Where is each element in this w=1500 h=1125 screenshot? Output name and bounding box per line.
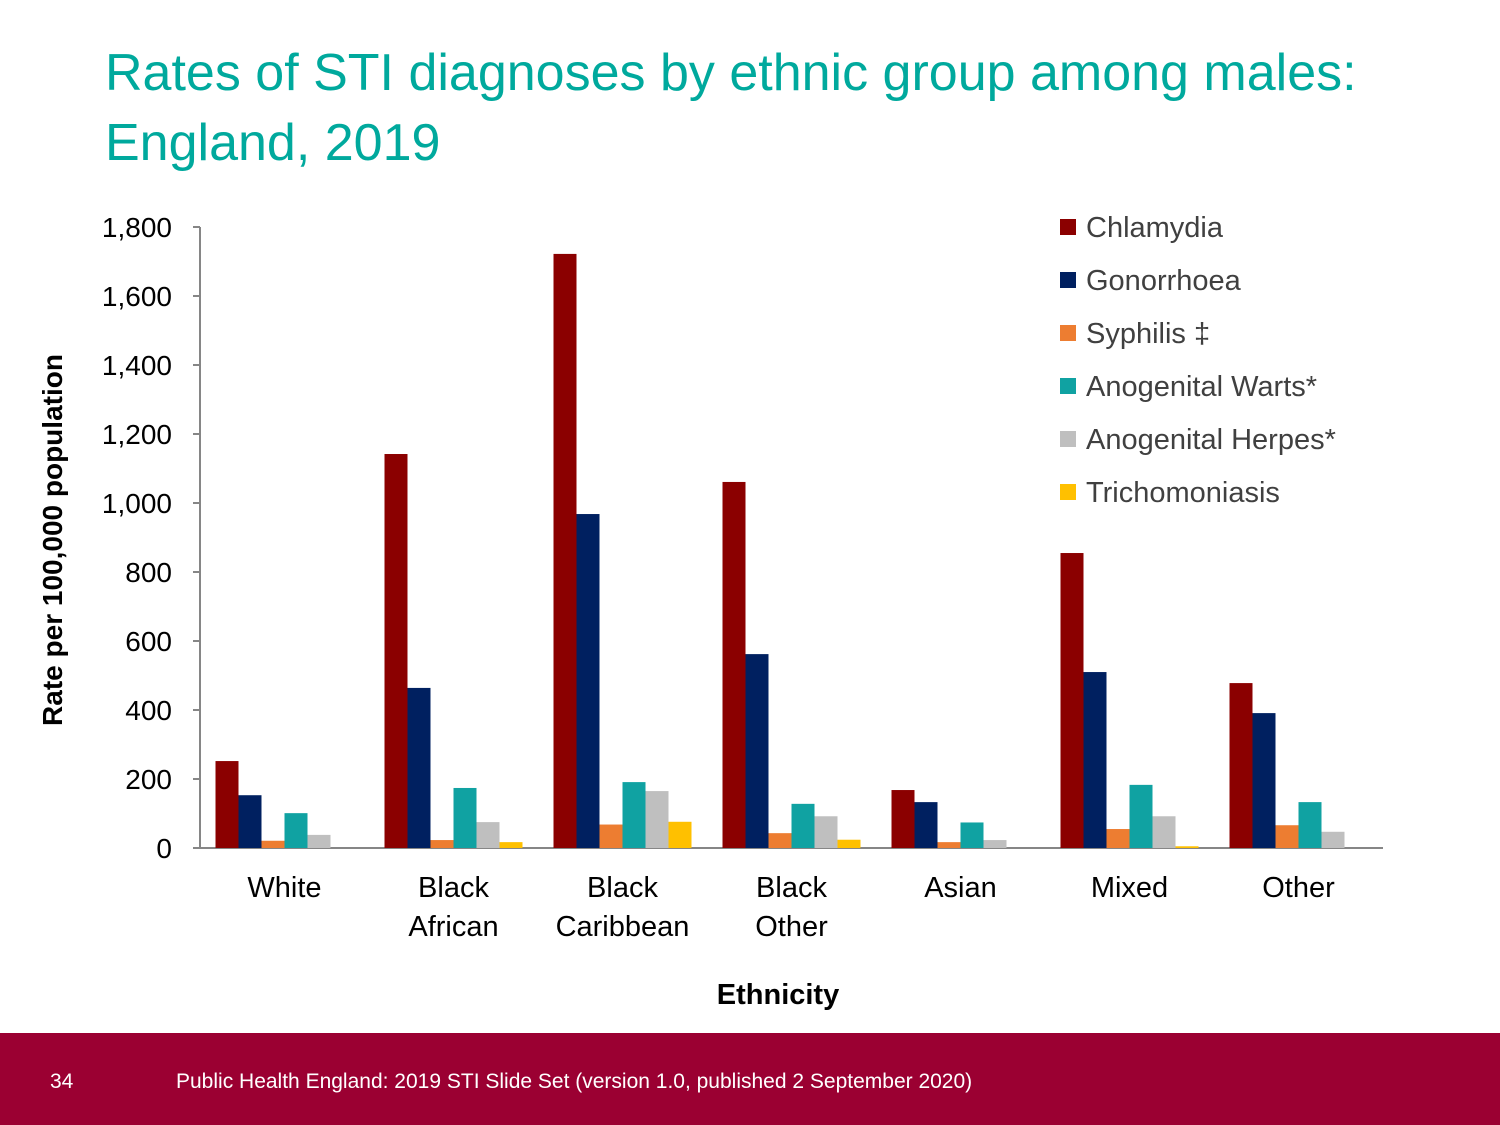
x-tick-label: African	[408, 911, 498, 943]
bar-syphilis-black-other	[768, 833, 792, 848]
bar-syphilis-other	[1275, 825, 1299, 848]
bar-gonorrhoea-black-other	[745, 654, 769, 848]
bar-anogenital-herpes-other	[1321, 831, 1345, 848]
bar-anogenital-herpes-mixed	[1152, 816, 1176, 848]
footer-bar: 34 Public Health England: 2019 STI Slide…	[0, 1033, 1500, 1125]
legend-swatch	[1060, 484, 1076, 500]
y-tick-label: 1,400	[102, 350, 172, 381]
bar-syphilis-white	[261, 840, 285, 848]
legend-label: Gonorrhoea	[1086, 265, 1242, 297]
bar-anogenital-warts-mixed	[1129, 784, 1153, 848]
bar-gonorrhoea-other	[1252, 713, 1276, 848]
bar-anogenital-herpes-black-african	[476, 822, 500, 848]
bar-trichomoniasis-black-other	[837, 839, 861, 848]
bar-anogenital-warts-black-caribbean	[622, 782, 646, 848]
bar-chart: 0 200 400 600 800 1,000 1,200 1,400 1,600 1,800 Wh…	[37, 212, 1383, 1011]
legend-label: Anogenital Warts*	[1086, 371, 1317, 403]
bar-chlamydia-black-caribbean	[553, 253, 577, 848]
bar-anogenital-warts-asian	[960, 822, 984, 848]
bar-anogenital-warts-white	[284, 813, 308, 848]
y-tick-label: 1,800	[102, 212, 172, 243]
bar-gonorrhoea-mixed	[1083, 672, 1107, 848]
bar-anogenital-warts-black-other	[791, 803, 815, 848]
bar-gonorrhoea-white	[238, 795, 262, 848]
y-tick-label: 0	[156, 833, 172, 864]
x-tick-label: Other	[1262, 872, 1335, 904]
legend-label: Syphilis ‡	[1086, 318, 1210, 350]
legend-swatch	[1060, 431, 1076, 447]
legend-swatch	[1060, 272, 1076, 288]
x-tick-label: Caribbean	[556, 911, 690, 943]
bar-syphilis-mixed	[1106, 829, 1130, 848]
bar-trichomoniasis-black-caribbean	[668, 821, 692, 848]
y-tick-label: 1,600	[102, 281, 172, 312]
bar-gonorrhoea-black-african	[407, 687, 431, 848]
bar-anogenital-warts-black-african	[453, 787, 477, 848]
y-tick-label: 1,000	[102, 488, 172, 519]
legend-label: Trichomoniasis	[1086, 477, 1280, 509]
bar-chlamydia-black-other	[722, 481, 746, 848]
y-tick-label: 600	[125, 626, 172, 657]
x-tick-label: Other	[755, 911, 828, 943]
bar-syphilis-asian	[937, 842, 961, 848]
bar-syphilis-black-caribbean	[599, 824, 623, 848]
page-number: 34	[50, 1070, 74, 1093]
bar-chlamydia-other	[1229, 683, 1253, 848]
bar-anogenital-herpes-asian	[983, 840, 1007, 848]
bar-gonorrhoea-asian	[914, 802, 938, 848]
x-tick-label: Mixed	[1091, 872, 1168, 904]
legend-swatch	[1060, 325, 1076, 341]
y-tick-label: 1,200	[102, 419, 172, 450]
bar-chlamydia-asian	[891, 790, 915, 848]
bar-anogenital-herpes-white	[307, 834, 331, 848]
y-axis-title: Rate per 100,000 population	[37, 354, 68, 726]
legend-swatch	[1060, 219, 1076, 235]
bar-trichomoniasis-black-african	[499, 842, 523, 848]
bar-chlamydia-black-african	[384, 454, 408, 848]
source-citation: Public Health England: 2019 STI Slide Se…	[176, 1070, 973, 1093]
x-tick-label: White	[247, 872, 321, 904]
legend-label: Anogenital Herpes*	[1086, 424, 1336, 456]
legend-label: Chlamydia	[1086, 212, 1224, 244]
bar-chlamydia-mixed	[1060, 553, 1084, 848]
x-tick-label: Asian	[924, 872, 997, 904]
bar-anogenital-herpes-black-caribbean	[645, 791, 669, 848]
legend-swatch	[1060, 378, 1076, 394]
x-tick-label: Black	[587, 872, 658, 904]
bar-anogenital-herpes-black-other	[814, 816, 838, 848]
y-tick-label: 800	[125, 557, 172, 588]
slide-title: Rates of STI diagnoses by ethnic group a…	[105, 44, 1357, 172]
bar-trichomoniasis-mixed	[1175, 846, 1199, 848]
x-tick-label: Black	[756, 872, 827, 904]
bar-chlamydia-white	[215, 761, 239, 848]
x-tick-label: Black	[418, 872, 489, 904]
bar-anogenital-warts-other	[1298, 802, 1322, 848]
bar-gonorrhoea-black-caribbean	[576, 514, 600, 848]
y-tick-label: 200	[125, 764, 172, 795]
y-tick-label: 400	[125, 695, 172, 726]
x-axis-title: Ethnicity	[717, 979, 839, 1011]
bar-syphilis-black-african	[430, 840, 454, 848]
